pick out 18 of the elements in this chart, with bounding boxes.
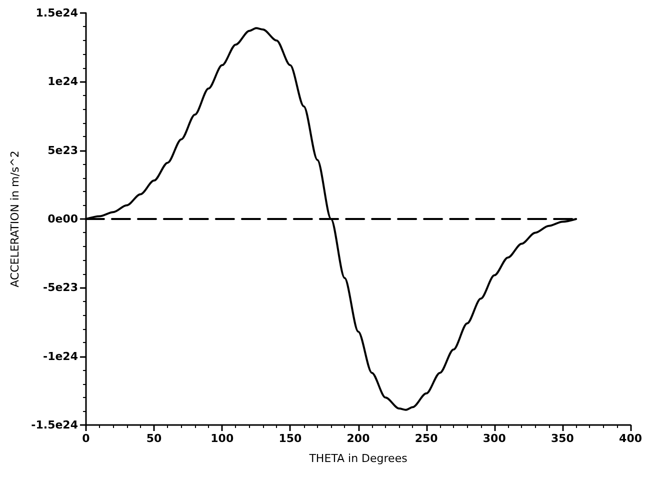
y-axis-title: ACCELERATION in m/s^2 [8,150,22,288]
x-tick-label: 250 [414,432,438,445]
x-tick-label: 150 [278,432,302,445]
x-axis-title: THETA in Degrees [308,452,408,465]
x-tick-label: 100 [210,432,234,445]
x-tick-label: 50 [146,432,162,445]
y-tick-label: 0e00 [48,212,78,226]
x-tick-label: 0 [82,432,90,445]
x-tick-label: 300 [482,432,506,445]
y-tick-label: 1.5e24 [36,6,78,20]
x-tick-label: 350 [550,432,574,445]
y-tick-label: -1e24 [43,350,78,363]
y-tick-label: 1e24 [48,75,78,88]
y-tick-label: 5e23 [48,144,78,157]
x-tick-label: 200 [346,432,370,445]
x-tick-label: 400 [619,432,642,445]
y-tick-label: -1.5e24 [31,418,78,432]
y-tick-label: -5e23 [43,281,78,294]
